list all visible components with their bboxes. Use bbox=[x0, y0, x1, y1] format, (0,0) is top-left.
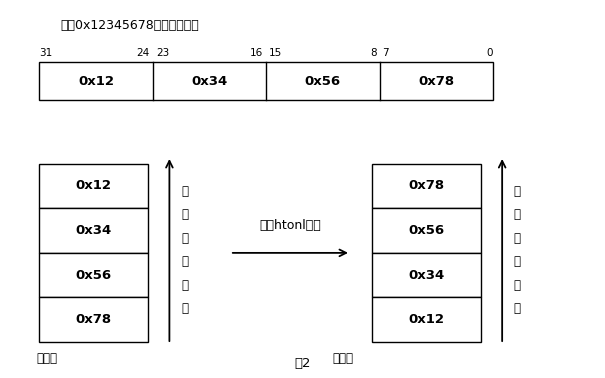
Text: 整形0x12345678的位表示方法: 整形0x12345678的位表示方法 bbox=[60, 19, 199, 32]
Text: 低地址: 低地址 bbox=[36, 352, 57, 364]
Text: 增: 增 bbox=[181, 232, 188, 245]
Text: 方: 方 bbox=[181, 279, 188, 292]
Text: 0x12: 0x12 bbox=[76, 180, 112, 192]
Text: 向: 向 bbox=[514, 302, 521, 315]
Text: 0x56: 0x56 bbox=[76, 269, 112, 282]
Bar bbox=[372, 253, 481, 297]
Text: 7: 7 bbox=[382, 48, 388, 58]
Text: 地: 地 bbox=[181, 185, 188, 198]
Text: 0x12: 0x12 bbox=[408, 313, 445, 326]
Bar bbox=[372, 297, 481, 342]
Text: 23: 23 bbox=[156, 48, 169, 58]
Bar bbox=[39, 253, 148, 297]
Text: 24: 24 bbox=[137, 48, 150, 58]
Bar bbox=[39, 62, 493, 100]
Text: 使用htonl转换: 使用htonl转换 bbox=[260, 219, 321, 232]
Text: 0x56: 0x56 bbox=[305, 75, 341, 88]
Text: 0x12: 0x12 bbox=[78, 75, 114, 88]
Text: 0x78: 0x78 bbox=[408, 180, 445, 192]
Text: 8: 8 bbox=[371, 48, 378, 58]
Bar bbox=[39, 164, 148, 208]
Text: 0x34: 0x34 bbox=[408, 269, 445, 282]
Text: 图2: 图2 bbox=[294, 357, 311, 370]
Bar bbox=[39, 297, 148, 342]
Text: 0x78: 0x78 bbox=[418, 75, 454, 88]
Text: 大: 大 bbox=[514, 255, 521, 268]
Text: 15: 15 bbox=[269, 48, 283, 58]
Text: 0x78: 0x78 bbox=[76, 313, 112, 326]
Bar bbox=[39, 208, 148, 253]
Text: 向: 向 bbox=[181, 302, 188, 315]
Text: 址: 址 bbox=[181, 208, 188, 222]
Text: 址: 址 bbox=[514, 208, 521, 222]
Text: 0x56: 0x56 bbox=[408, 224, 445, 237]
Text: 0x34: 0x34 bbox=[191, 75, 227, 88]
Text: 方: 方 bbox=[514, 279, 521, 292]
Text: 0x34: 0x34 bbox=[76, 224, 112, 237]
Text: 16: 16 bbox=[250, 48, 263, 58]
Text: 0: 0 bbox=[486, 48, 493, 58]
Text: 低地址: 低地址 bbox=[333, 352, 354, 364]
Text: 31: 31 bbox=[39, 48, 53, 58]
Bar bbox=[372, 164, 481, 208]
Text: 增: 增 bbox=[514, 232, 521, 245]
Text: 大: 大 bbox=[181, 255, 188, 268]
Bar bbox=[372, 208, 481, 253]
Text: 地: 地 bbox=[514, 185, 521, 198]
